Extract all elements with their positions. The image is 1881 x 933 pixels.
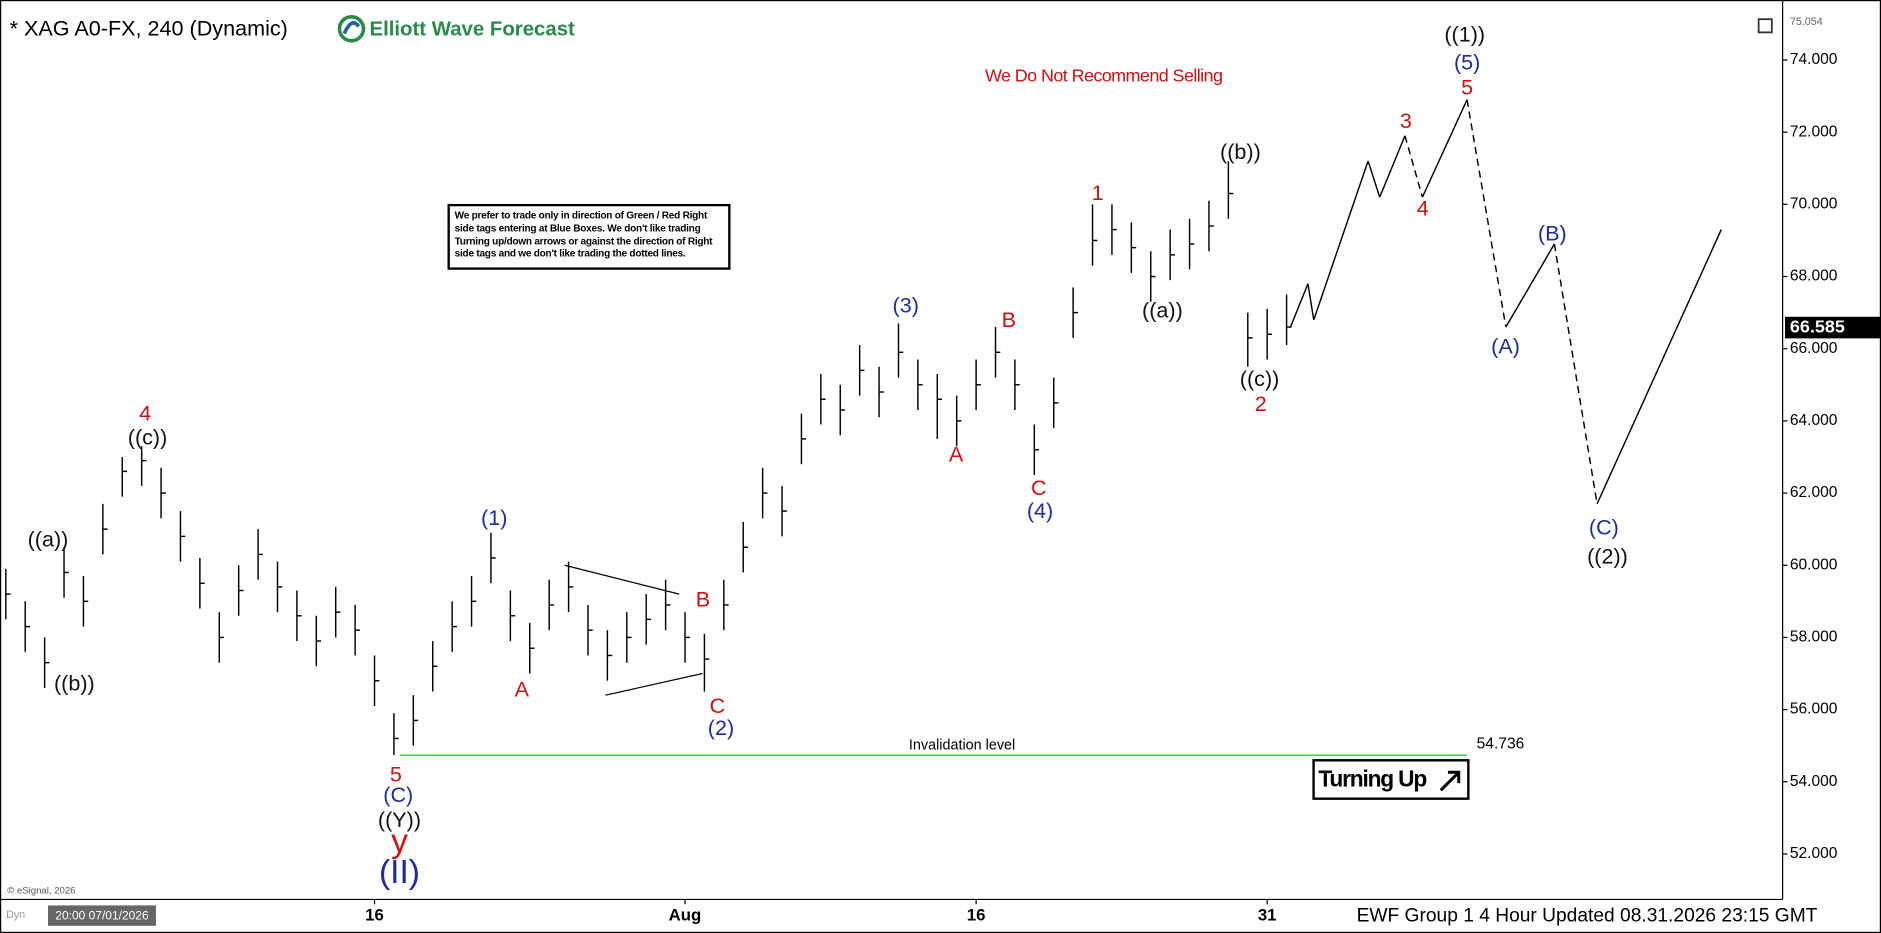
wave-label: C (710, 693, 726, 718)
y-tick-label: 72.000 (1790, 123, 1838, 140)
y-tick-label: 70.000 (1790, 195, 1838, 212)
copyright: © eSignal, 2026 (7, 886, 75, 897)
y-tick-label: 52.000 (1790, 845, 1838, 862)
wave-label: ((a)) (1142, 298, 1183, 323)
trendline (605, 672, 703, 696)
last-price: 66.585 (1790, 316, 1845, 336)
wave-label: 4 (1417, 196, 1429, 221)
wave-label: ((a)) (28, 527, 69, 552)
wave-label: 5 (1461, 74, 1473, 99)
x-tick-label: 16 (365, 906, 384, 925)
y-tick-label: 58.000 (1790, 629, 1838, 646)
projection-segment (1404, 135, 1424, 198)
chart-title: * XAG A0-FX, 240 (Dynamic) (10, 16, 288, 41)
x-tick-label: 31 (1258, 906, 1277, 925)
wave-label: 2 (1255, 391, 1267, 416)
wave-label: (2) (708, 715, 734, 740)
wave-label: ((c)) (128, 425, 168, 450)
x-tick-label: Aug (669, 906, 702, 925)
y-tick-label: 74.000 (1790, 51, 1838, 68)
wave-label: 3 (1400, 108, 1412, 133)
warning: We Do Not Recommend Selling (985, 66, 1222, 86)
projection-segment (1313, 160, 1369, 321)
wave-label: 5 (390, 762, 402, 787)
y-tick-label: 66.000 (1790, 340, 1838, 357)
start-time: 20:00 07/01/2026 (55, 908, 149, 922)
wave-label: (B) (1538, 221, 1567, 246)
wave-label: A (949, 441, 964, 466)
wave-label: (C) (1589, 515, 1619, 540)
y-tick-label: 56.000 (1790, 701, 1838, 718)
wave-label: ((b)) (1220, 139, 1261, 164)
projection-segment (1307, 283, 1315, 320)
brand-logo (337, 14, 366, 43)
invalidation-value: 54.736 (1477, 736, 1525, 753)
wave-label: ((1)) (1444, 22, 1485, 47)
signal-box (1312, 759, 1470, 800)
wave-label: (A) (1491, 333, 1520, 358)
projection-segment (1367, 160, 1381, 198)
time-box (47, 905, 156, 926)
wave-label: A (515, 676, 530, 701)
y-tick-label: 60.000 (1790, 556, 1838, 573)
projection-segment (1466, 99, 1507, 328)
note-box: We prefer to trade only in direction of … (447, 203, 731, 270)
wave-label: (4) (1027, 498, 1053, 523)
top-price: 75.054 (1790, 16, 1823, 28)
wave-label: (II) (379, 854, 420, 891)
wave-label: B (1002, 307, 1016, 332)
projection-segment (1553, 243, 1598, 505)
brand-name: Elliott Wave Forecast (369, 18, 575, 40)
last-price-box (1785, 316, 1881, 339)
wave-label: ((Y)) (378, 807, 421, 832)
projection-segment (1289, 283, 1309, 328)
projection-segment (1379, 135, 1406, 198)
y-tick-label: 62.000 (1790, 484, 1838, 501)
note-text: We prefer to trade only in direction of … (447, 203, 731, 270)
y-tick-label: 64.000 (1790, 412, 1838, 429)
wave-label: ((b)) (54, 670, 95, 695)
wave-label: ((2)) (1587, 543, 1628, 568)
wave-label: y (391, 823, 408, 860)
y-tick-label: 68.000 (1790, 268, 1838, 285)
signal-text: Turning Up (1318, 766, 1426, 792)
invalidation-label: Invalidation level (909, 737, 1015, 753)
dyn-label: Dyn (6, 909, 25, 921)
wave-label: (3) (893, 293, 919, 318)
projection-segment (1421, 99, 1468, 198)
x-tick-label: 16 (967, 906, 986, 925)
menu-icon[interactable] (1757, 18, 1773, 34)
footer: EWF Group 1 4 Hour Updated 08.31.2026 23… (1357, 905, 1818, 926)
wave-label: 4 (139, 401, 151, 426)
wave-label: (C) (383, 782, 413, 807)
projection-segment (1505, 243, 1556, 328)
wave-label: 1 (1092, 180, 1104, 205)
projection-segment (1596, 229, 1722, 505)
trendline (564, 564, 680, 595)
wave-label: (5) (1454, 49, 1480, 74)
wave-label: (1) (481, 505, 507, 530)
wave-label: B (696, 587, 710, 612)
y-tick-label: 54.000 (1790, 773, 1838, 790)
wave-label: ((c)) (1240, 366, 1280, 391)
wave-label: C (1031, 475, 1047, 500)
